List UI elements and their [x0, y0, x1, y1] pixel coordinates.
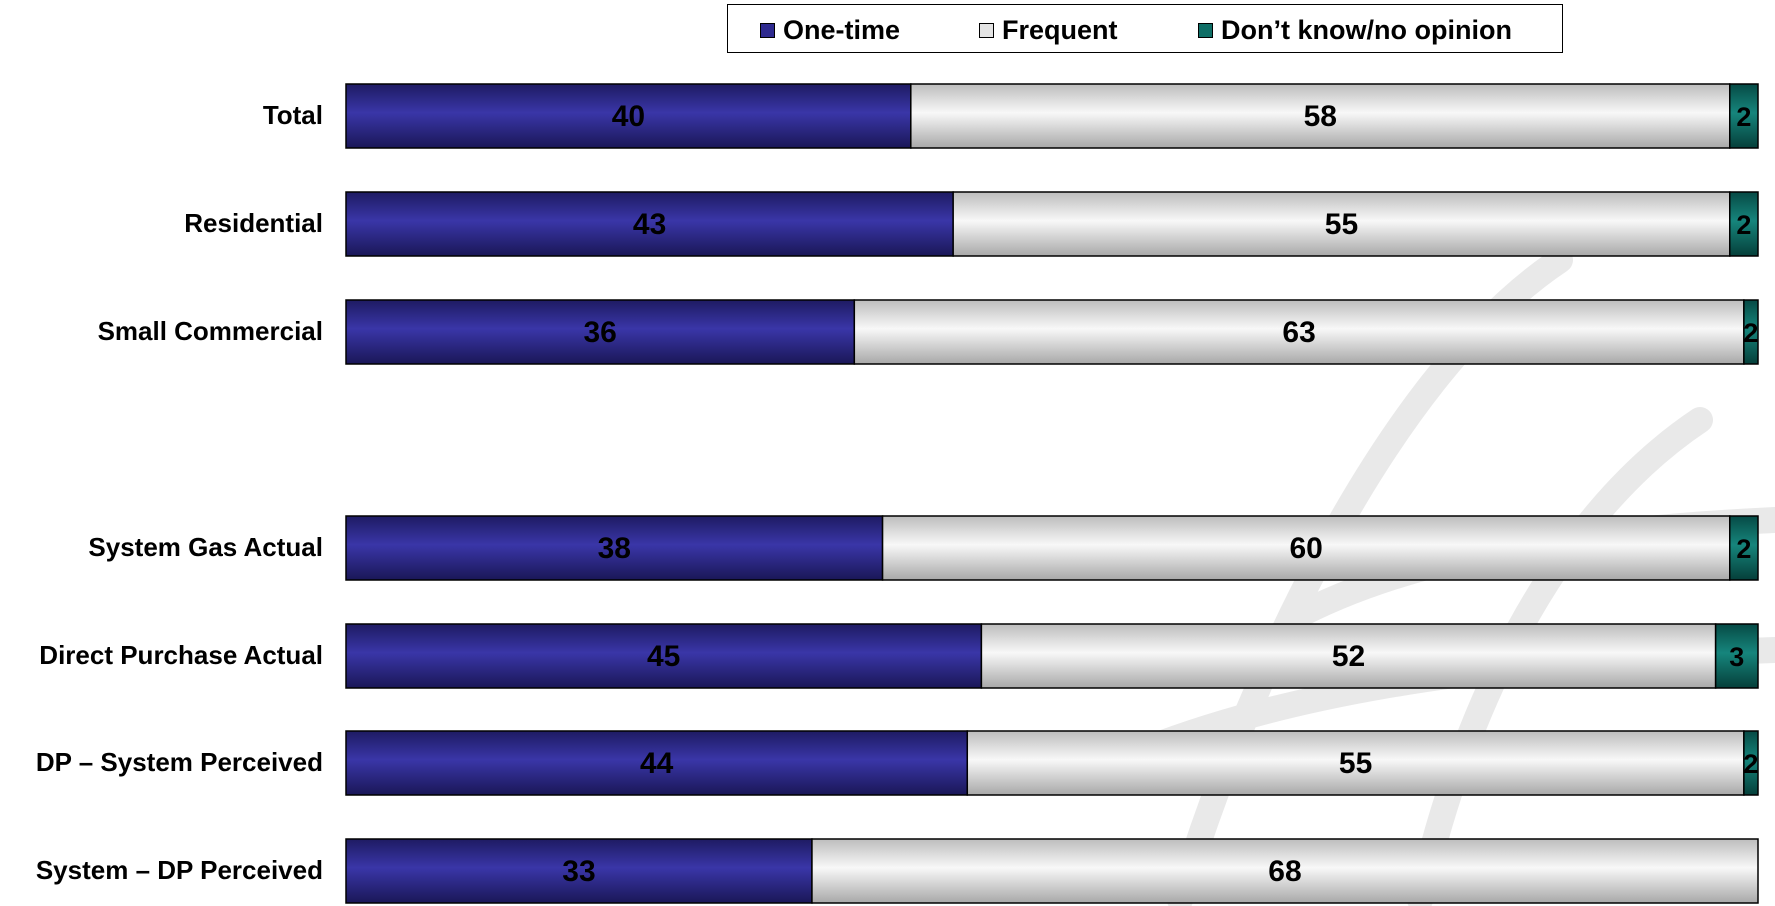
legend-item-frequent: Frequent [979, 15, 1118, 46]
legend-swatch-frequent [979, 23, 994, 38]
bar-one-time [345, 515, 884, 581]
bar-dont-know [1714, 623, 1759, 689]
category-label: DP – System Perceived [35, 747, 323, 777]
bar-one-time [345, 83, 912, 149]
legend: One-time Frequent Don’t know/no opinion [727, 4, 1563, 53]
data-label-frequent: 63 [1282, 316, 1315, 349]
data-label-dont-know: 3 [1729, 642, 1744, 672]
data-label-dont-know: 2 [1736, 210, 1751, 240]
category-label: Total [262, 100, 323, 130]
legend-item-one-time: One-time [760, 15, 900, 46]
bar-dont-know [1729, 83, 1759, 149]
data-label-one-time: 33 [562, 855, 595, 888]
data-label-frequent: 68 [1268, 855, 1301, 888]
bar-one-time [345, 191, 954, 257]
bar-frequent [853, 299, 1745, 365]
data-label-dont-know: 2 [1743, 749, 1758, 779]
bar-one-time [345, 730, 969, 796]
legend-label-dont-know: Don’t know/no opinion [1221, 15, 1512, 45]
category-label: Direct Purchase Actual [39, 640, 323, 670]
data-label-dont-know: 2 [1736, 102, 1751, 132]
data-label-frequent: 52 [1332, 640, 1365, 673]
legend-label-one-time: One-time [783, 15, 901, 45]
data-label-one-time: 36 [583, 316, 616, 349]
bar-dont-know [1743, 730, 1759, 796]
bar-frequent [811, 838, 1759, 904]
legend-item-dont-know: Don’t know/no opinion [1198, 15, 1512, 46]
bar-frequent [980, 623, 1717, 689]
bar-dont-know [1743, 299, 1759, 365]
legend-label-frequent: Frequent [1002, 15, 1118, 45]
bar-one-time [345, 838, 813, 904]
legend-swatch-one-time [760, 23, 775, 38]
legend-swatch-dont-know [1198, 23, 1213, 38]
category-label: System – DP Perceived [35, 855, 323, 885]
data-label-one-time: 45 [647, 640, 680, 673]
data-label-frequent: 60 [1289, 532, 1322, 565]
bar-one-time [345, 623, 983, 689]
data-label-one-time: 43 [633, 208, 666, 241]
bar-dont-know [1729, 191, 1759, 257]
data-label-frequent: 55 [1339, 747, 1372, 780]
data-label-frequent: 55 [1325, 208, 1358, 241]
data-label-one-time: 44 [640, 747, 674, 780]
category-label: System Gas Actual [88, 532, 323, 562]
bar-dont-know [1729, 515, 1759, 581]
category-label: Small Commercial [97, 316, 323, 346]
bar-frequent [881, 515, 1731, 581]
data-label-one-time: 38 [598, 532, 631, 565]
bar-frequent [966, 730, 1745, 796]
data-label-dont-know: 2 [1743, 318, 1758, 348]
category-label: Residential [184, 208, 323, 238]
data-label-frequent: 58 [1304, 100, 1337, 133]
bar-frequent [910, 83, 1731, 149]
data-label-dont-know: 2 [1736, 534, 1751, 564]
data-label-one-time: 40 [612, 100, 645, 133]
